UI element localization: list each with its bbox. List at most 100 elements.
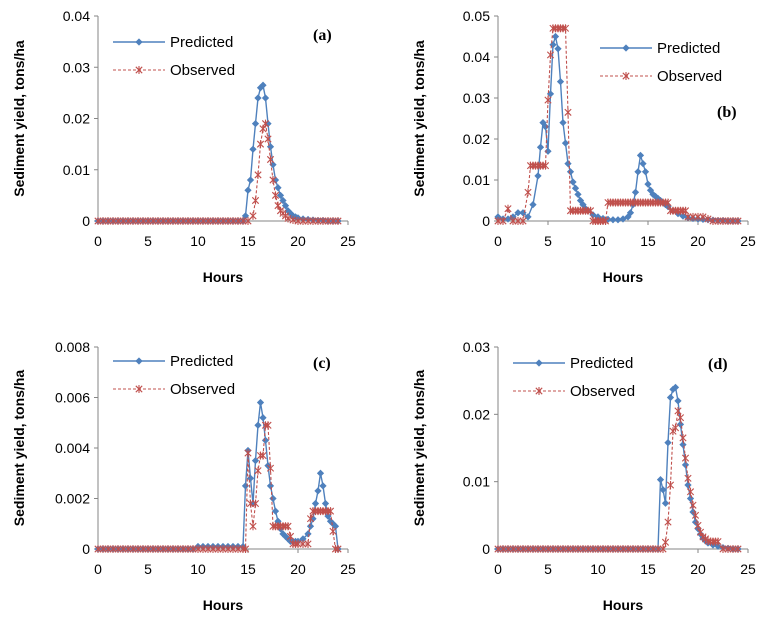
legend-observed-label: Observed	[170, 62, 235, 79]
x-tick-label: 0	[494, 561, 502, 577]
observed-point	[306, 514, 315, 523]
predicted-point	[569, 178, 577, 186]
x-tick-label: 5	[144, 561, 152, 577]
predicted-point	[609, 216, 617, 224]
predicted-line	[498, 386, 738, 550]
predicted-point	[304, 530, 312, 538]
predicted-point	[634, 168, 642, 176]
x-tick-label: 25	[340, 233, 356, 249]
predicted-point	[276, 191, 285, 199]
y-tick-label: 0.03	[63, 59, 90, 75]
y-tick-label: 0	[82, 213, 90, 229]
predicted-line	[98, 402, 339, 550]
predicted-point	[279, 196, 287, 205]
predicted-point	[639, 159, 647, 168]
x-tick-label: 25	[740, 233, 756, 249]
observed-point	[734, 217, 742, 225]
predicted-point	[281, 202, 290, 210]
y-tick-label: 0.006	[55, 390, 90, 406]
x-tick-label: 0	[94, 233, 102, 249]
y-axis-title: Sediment yield, tons/ha	[11, 370, 27, 527]
predicted-point	[566, 168, 575, 176]
predicted-point	[559, 118, 567, 127]
chart-panel-c: 0 0.002 0.004 0.006 0.008 0 5 10 15 20 25 Hours Sedi…	[11, 339, 356, 613]
observed-point	[671, 423, 680, 432]
predicted-point	[316, 469, 325, 477]
predicted-point	[251, 457, 260, 465]
x-tick-label: 20	[690, 233, 706, 249]
y-tick-label: 0.02	[463, 406, 490, 422]
observed-point	[659, 545, 667, 553]
legend-observed-label: Observed	[657, 68, 722, 85]
predicted-point	[571, 184, 580, 192]
observed-point	[679, 433, 687, 442]
x-tick-label: 0	[94, 561, 102, 577]
observed-point	[681, 206, 690, 215]
y-tick-label: 0.04	[63, 8, 90, 24]
predicted-point	[244, 186, 252, 194]
predicted-point	[661, 499, 670, 507]
observed-point	[544, 96, 552, 105]
x-axis-title: Hours	[203, 597, 244, 613]
predicted-point	[254, 421, 262, 429]
predicted-point	[311, 499, 320, 508]
predicted-point	[679, 441, 687, 449]
observed-point	[304, 539, 312, 548]
predicted-point	[574, 190, 582, 198]
predicted-point	[541, 123, 550, 131]
x-tick-label: 20	[690, 561, 706, 577]
observed-point	[334, 217, 342, 225]
predicted-point	[321, 499, 330, 508]
x-tick-label: 10	[590, 561, 606, 577]
observed-point	[251, 499, 260, 508]
x-tick-label: 15	[240, 233, 256, 249]
y-tick-label: 0.03	[463, 339, 490, 355]
observed-point	[661, 538, 670, 547]
predicted-point	[256, 398, 265, 407]
predicted-line	[98, 83, 338, 222]
legend-predicted-label: Predicted	[170, 34, 233, 51]
legend-predicted-label: Predicted	[657, 40, 720, 57]
x-tick-label: 5	[544, 561, 552, 577]
chart-panel-d: 0 0.01 0.02 0.03 0 5 10 15 20 25 Hours Sediment yie…	[411, 339, 756, 613]
predicted-point	[269, 494, 277, 503]
observed-point	[676, 413, 685, 422]
y-tick-label: 0.01	[463, 172, 490, 188]
observed-point	[546, 50, 555, 59]
y-axis-title: Sediment yield, tons/ha	[411, 40, 427, 197]
x-axis-title: Hours	[203, 269, 244, 285]
observed-point	[254, 466, 262, 475]
legend-observed-label: Observed	[570, 383, 635, 400]
predicted-point	[254, 94, 262, 102]
observed-point	[561, 24, 570, 33]
panel-label: (b)	[717, 104, 737, 121]
observed-point	[284, 522, 292, 531]
observed-point	[241, 545, 250, 553]
predicted-point	[619, 215, 627, 223]
predicted-point	[561, 139, 570, 147]
predicted-point	[251, 120, 260, 128]
x-tick-label: 5	[144, 233, 152, 249]
chart-panel-a: 0 0.01 0.02 0.03 0.04 0 5 10 15 20 25 Hours Sediment…	[11, 8, 356, 285]
predicted-point	[664, 438, 672, 447]
x-tick-label: 10	[190, 561, 206, 577]
predicted-point	[246, 474, 255, 482]
predicted-point	[676, 420, 685, 429]
y-axis-title: Sediment yield, tons/ha	[11, 40, 27, 197]
y-tick-label: 0.01	[463, 474, 490, 490]
observed-point	[244, 449, 252, 458]
predicted-point	[659, 486, 667, 494]
legend-predicted-label: Predicted	[170, 353, 233, 370]
x-tick-label: 20	[290, 233, 306, 249]
legend-observed-marker	[622, 72, 630, 80]
x-tick-label: 15	[240, 561, 256, 577]
observed-point	[326, 507, 335, 516]
observed-point	[269, 176, 277, 184]
observed-point	[249, 522, 257, 531]
observed-point	[329, 527, 337, 536]
x-tick-label: 25	[340, 561, 356, 577]
observed-point	[286, 532, 295, 541]
legend-predicted-marker	[622, 44, 630, 52]
predicted-point	[274, 184, 282, 192]
